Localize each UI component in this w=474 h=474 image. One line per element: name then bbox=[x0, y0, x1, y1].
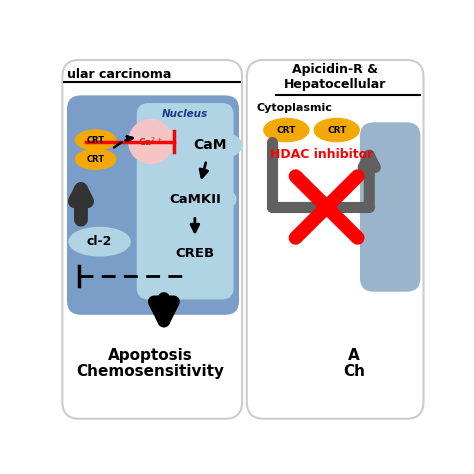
Text: CREB: CREB bbox=[175, 247, 214, 260]
Text: CaM: CaM bbox=[193, 138, 227, 153]
Ellipse shape bbox=[69, 228, 130, 255]
FancyBboxPatch shape bbox=[67, 95, 239, 315]
FancyBboxPatch shape bbox=[63, 60, 242, 419]
Ellipse shape bbox=[75, 149, 116, 169]
Text: Apicidin-R &: Apicidin-R & bbox=[292, 63, 378, 76]
Text: A
Ch: A Ch bbox=[343, 348, 365, 379]
FancyBboxPatch shape bbox=[137, 103, 234, 300]
Text: Cytoplasmic: Cytoplasmic bbox=[257, 103, 333, 113]
FancyBboxPatch shape bbox=[247, 60, 423, 419]
Text: CRT: CRT bbox=[277, 126, 296, 135]
Ellipse shape bbox=[314, 118, 359, 142]
Text: CaMKII: CaMKII bbox=[169, 193, 221, 206]
Ellipse shape bbox=[154, 183, 236, 216]
Circle shape bbox=[129, 120, 173, 163]
Text: Ca$^{2+}$: Ca$^{2+}$ bbox=[138, 136, 163, 148]
Text: cl-2: cl-2 bbox=[87, 235, 112, 248]
Ellipse shape bbox=[75, 130, 116, 150]
Text: ular carcinoma: ular carcinoma bbox=[67, 68, 172, 81]
Text: CRT: CRT bbox=[87, 136, 105, 145]
Text: CRT: CRT bbox=[327, 126, 346, 135]
Text: CRT: CRT bbox=[87, 155, 105, 164]
Ellipse shape bbox=[264, 118, 309, 142]
Text: Hepatocellular: Hepatocellular bbox=[284, 78, 386, 91]
Text: Apoptosis
Chemosensitivity: Apoptosis Chemosensitivity bbox=[77, 348, 225, 379]
Ellipse shape bbox=[160, 238, 230, 269]
FancyBboxPatch shape bbox=[360, 122, 420, 292]
Ellipse shape bbox=[179, 131, 241, 160]
Text: Nucleus: Nucleus bbox=[162, 109, 208, 119]
Text: HDAC inhibitor: HDAC inhibitor bbox=[270, 148, 374, 161]
